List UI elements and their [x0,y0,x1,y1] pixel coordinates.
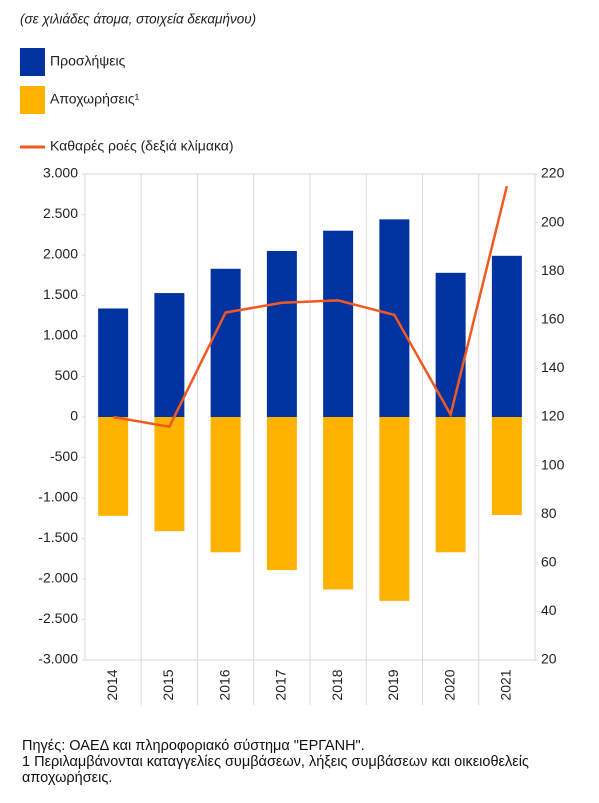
y2-tick-label: 100 [541,456,565,472]
y2-tick-label: 20 [541,651,557,667]
bar [210,417,241,553]
legend-label: Προσλήψεις [50,53,126,69]
y2-tick-label: 200 [541,213,565,229]
bar [491,255,522,417]
y2-tick-label: 60 [541,554,557,570]
x-tick-label: 2019 [385,669,401,700]
y2-tick-label: 180 [541,262,565,278]
bar [379,417,410,601]
bar [323,230,354,417]
y-tick-label: 1.500 [43,286,78,302]
bar [210,268,241,417]
bar [266,250,297,417]
bar [435,272,466,417]
legend-swatch [20,48,45,76]
bar [435,417,466,553]
footnote: 1 Περιλαμβάνονται καταγγελίες συμβάσεων,… [22,754,529,786]
bar [154,417,185,532]
y-tick-label: 500 [55,367,79,383]
y2-tick-label: 120 [541,408,565,424]
y-tick-label: -500 [50,448,78,464]
x-tick-label: 2018 [329,669,345,700]
y-tick-label: -3.000 [38,651,78,667]
x-tick-label: 2014 [104,669,120,700]
y2-tick-label: 160 [541,311,565,327]
y-tick-label: -1.000 [38,489,78,505]
y2-tick-label: 40 [541,602,557,618]
line [112,185,509,429]
legend-swatch [20,86,45,114]
bar [154,293,185,417]
y-tick-label: 2.500 [43,205,78,221]
x-tick-label: 2015 [160,669,176,700]
x-tick-label: 2021 [498,669,514,700]
chart-subtitle: (σε χιλιάδες άτομα, στοιχεία δεκαμήνου) [20,12,256,27]
x-tick-label: 2020 [441,669,457,700]
bar [491,417,522,516]
y-tick-label: -2.000 [38,570,78,586]
bar [323,417,354,590]
x-tick-label: 2017 [273,669,289,700]
y-tick-label: -2.500 [38,610,78,626]
y2-tick-label: 80 [541,505,557,521]
bar [379,219,410,417]
y-tick-label: 0 [70,408,78,424]
y-tick-label: 1.000 [43,327,78,343]
y-tick-label: -1.500 [38,529,78,545]
y2-tick-label: 220 [541,165,565,181]
y-tick-label: 3.000 [43,165,78,181]
chart: (σε χιλιάδες άτομα, στοιχεία δεκαμήνου) … [20,12,565,705]
footnotes: Πηγές: ΟΑΕΔ και πληροφοριακό σύστημα "ΕΡ… [22,738,592,786]
legend-label: Αποχωρήσεις¹ [50,91,140,107]
y-tick-label: 2.000 [43,246,78,262]
source-note: Πηγές: ΟΑΕΔ και πληροφοριακό σύστημα "ΕΡ… [22,738,365,754]
bar [98,308,129,417]
bar [266,417,297,571]
y2-tick-label: 140 [541,359,565,375]
bar [98,417,129,516]
legend-label: Καθαρές ροές (δεξιά κλίμακα) [50,138,234,154]
x-tick-label: 2016 [216,669,232,700]
